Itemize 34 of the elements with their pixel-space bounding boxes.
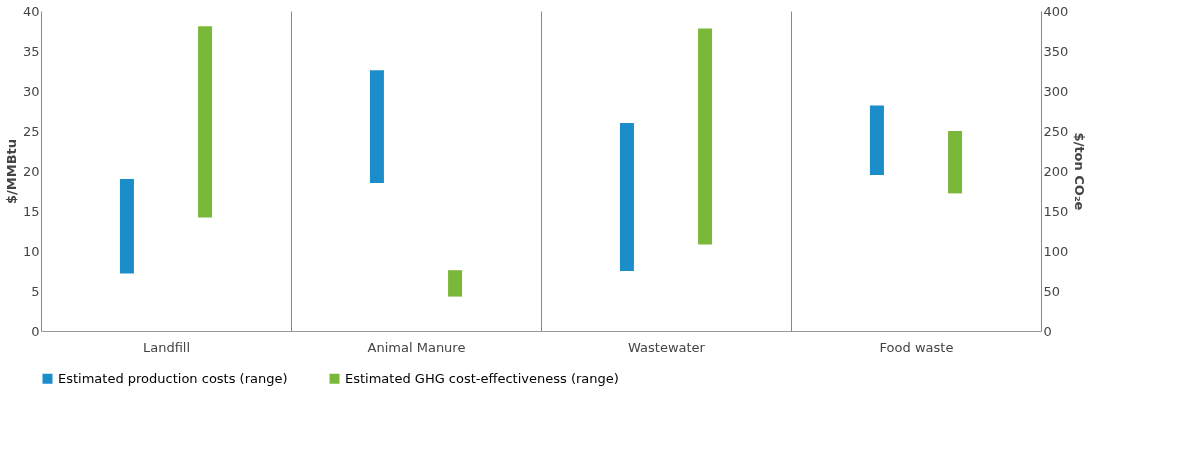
- y-tick-label: 10: [22, 243, 40, 259]
- y2-tick-label: 200: [1043, 163, 1069, 179]
- y-tick-label: 40: [22, 3, 40, 19]
- y-tick-label: 15: [22, 203, 40, 219]
- bar: [369, 70, 384, 183]
- bar: [698, 28, 713, 245]
- y2-axis-title: $/ton CO₂e: [1072, 132, 1088, 211]
- y2-tick-label: 300: [1043, 83, 1069, 99]
- y2-tick-label: 50: [1043, 283, 1061, 299]
- bar: [619, 123, 634, 271]
- y-axis-title: $/MMBtu: [3, 138, 19, 205]
- bar: [948, 131, 963, 194]
- y2-tick-label: 250: [1043, 123, 1069, 139]
- bar: [119, 179, 134, 274]
- y2-tick-label: 400: [1043, 3, 1069, 19]
- bar: [198, 26, 213, 218]
- y-tick-label: 5: [31, 283, 40, 299]
- y2-tick-label: 100: [1043, 243, 1069, 259]
- y2-tick-label: 350: [1043, 43, 1069, 59]
- x-tick-label: Wastewater: [628, 339, 706, 355]
- x-tick-label: Food waste: [879, 339, 954, 355]
- x-tick-label: Animal Manure: [367, 339, 466, 355]
- legend-label: Estimated production costs (range): [58, 370, 288, 386]
- bar: [869, 105, 884, 175]
- y-tick-label: 20: [22, 163, 40, 179]
- x-tick-label: Landfill: [142, 339, 191, 355]
- y2-tick-label: 0: [1043, 323, 1052, 339]
- y-tick-label: 30: [22, 83, 40, 99]
- y2-tick-label: 150: [1043, 203, 1069, 219]
- y-tick-label: 0: [31, 323, 40, 339]
- y-tick-label: 35: [22, 43, 40, 59]
- legend-label: Estimated GHG cost-effectiveness (range): [345, 370, 619, 386]
- y-tick-label: 25: [22, 123, 40, 139]
- bar: [448, 270, 463, 297]
